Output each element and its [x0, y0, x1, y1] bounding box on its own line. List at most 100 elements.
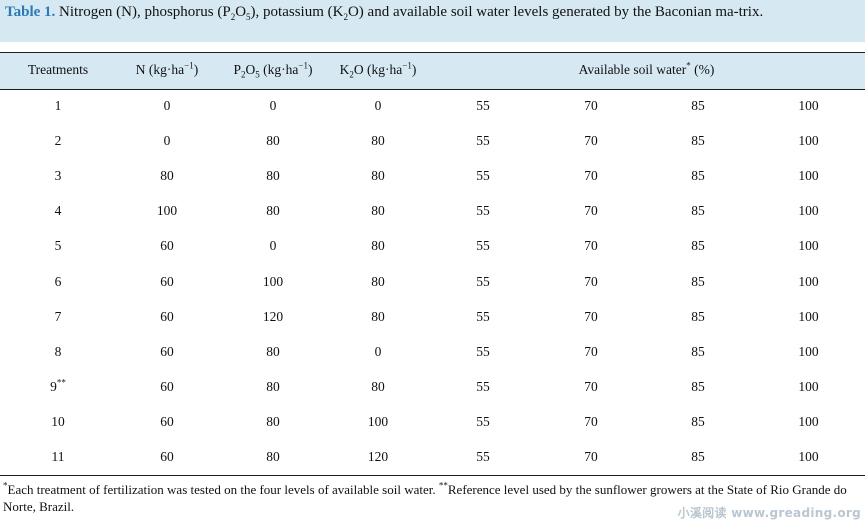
cell-n: 60: [116, 439, 218, 477]
cell-w1: 55: [476, 414, 490, 430]
cell-k: 80: [371, 308, 385, 324]
cell-t: 11: [0, 439, 116, 477]
cell-w3: 85: [691, 167, 705, 183]
cell-w2: 70: [584, 379, 598, 395]
cell-w4: 100: [798, 273, 819, 289]
cell-k: 80: [371, 273, 385, 289]
cell-w4: 100: [798, 379, 819, 395]
cell-w3: 85: [691, 379, 705, 395]
table-row: 11 60 80 120 55 70 85 100: [0, 439, 865, 477]
header-p2o5: P2O5 (kg·ha−1): [233, 60, 313, 80]
cell-p: 80: [266, 379, 280, 395]
table-row: 8 60 80 0 55 70 85 100: [0, 334, 865, 369]
cell-n: 100: [156, 203, 178, 219]
cell-k: 100: [367, 414, 389, 430]
header-soil-water: Available soil water* (%): [578, 60, 715, 77]
cell-p: 80: [266, 167, 280, 183]
cell-k: 80: [371, 203, 385, 219]
cell-n: 60: [160, 379, 174, 395]
cell-p: 0: [269, 238, 277, 254]
cell-t: 4: [54, 203, 62, 219]
cell-t: 5: [54, 238, 62, 254]
cell-w4: 100: [798, 238, 819, 254]
header-row: Treatments N (kg·ha−1) P2O5 (kg·ha−1) K2…: [0, 52, 865, 88]
cell-w4: 100: [798, 414, 819, 430]
cell-w1: 55: [476, 379, 490, 395]
cell-w2: 70: [584, 343, 598, 359]
cell-p: 120: [262, 308, 284, 324]
cell-t: 1: [54, 97, 62, 113]
cell-k: 120: [328, 439, 428, 477]
cell-w4: 100: [798, 167, 819, 183]
cell-w3: 85: [644, 439, 752, 477]
caption-text: Nitrogen (N), phosphorus (P2O5), potassi…: [59, 4, 764, 22]
cell-w2: 70: [584, 273, 598, 289]
cell-t: 8: [54, 343, 62, 359]
cell-w4: 100: [798, 97, 819, 113]
cell-w2: 70: [584, 167, 598, 183]
cell-p: 80: [266, 343, 280, 359]
cell-w3: 85: [691, 414, 705, 430]
cell-k: 0: [374, 97, 382, 113]
table-row: 10 60 80 100 55 70 85 100: [0, 405, 865, 440]
cell-t: 9**: [50, 377, 66, 395]
cell-t: 3: [54, 167, 62, 183]
cell-w3: 85: [691, 132, 705, 148]
cell-w1: 55: [476, 238, 490, 254]
cell-w2: 70: [584, 132, 598, 148]
cell-k: 80: [371, 167, 385, 183]
table-label: Table 1.: [5, 4, 56, 20]
cell-p: 80: [218, 439, 328, 477]
cell-w4: 100: [798, 343, 819, 359]
cell-t: 2: [54, 132, 62, 148]
header-background: [0, 52, 865, 90]
cell-w2: 70: [538, 439, 644, 477]
cell-p: 100: [262, 273, 284, 289]
cell-w1: 55: [476, 343, 490, 359]
cell-w1: 55: [476, 308, 490, 324]
table-body: 1 0 0 0 55 70 85 100 2 0 80 80 55 70 85 100 3 80 80 80 55 70 8…: [0, 88, 865, 477]
cell-n: 60: [160, 238, 174, 254]
cell-w2: 70: [584, 203, 598, 219]
cell-p: 0: [269, 97, 277, 113]
cell-w1: 55: [476, 167, 490, 183]
table-row: 1 0 0 0 55 70 85 100: [0, 88, 865, 123]
cell-w3: 85: [691, 343, 705, 359]
cell-w1: 55: [476, 203, 490, 219]
table-row: 3 80 80 80 55 70 85 100: [0, 158, 865, 193]
header-n: N (kg·ha−1): [135, 60, 199, 77]
table-row: 2 0 80 80 55 70 85 100: [0, 123, 865, 158]
cell-t: 10: [51, 414, 65, 430]
cell-k: 0: [374, 343, 382, 359]
cell-w2: 70: [584, 414, 598, 430]
cell-k: 80: [371, 238, 385, 254]
cell-n: 0: [163, 97, 171, 113]
cell-w2: 70: [584, 97, 598, 113]
table-row: 9** 60 80 80 55 70 85 100: [0, 370, 865, 405]
cell-p: 80: [266, 132, 280, 148]
cell-w3: 85: [691, 203, 705, 219]
table-row: 6 60 100 80 55 70 85 100: [0, 264, 865, 299]
cell-w3: 85: [691, 238, 705, 254]
cell-n: 60: [160, 414, 174, 430]
cell-w1: 55: [476, 132, 490, 148]
table-row: 5 60 0 80 55 70 85 100: [0, 229, 865, 264]
table-row: 7 60 120 80 55 70 85 100: [0, 299, 865, 334]
cell-w2: 70: [584, 238, 598, 254]
cell-k: 80: [371, 132, 385, 148]
cell-w4: 100: [798, 132, 819, 148]
cell-n: 60: [160, 343, 174, 359]
cell-n: 80: [160, 167, 174, 183]
cell-w3: 85: [691, 273, 705, 289]
header-treatments: Treatments: [27, 62, 89, 77]
cell-w3: 85: [691, 97, 705, 113]
cell-w4: 100: [798, 308, 819, 324]
cell-n: 60: [160, 308, 174, 324]
cell-p: 80: [266, 414, 280, 430]
cell-w4: 100: [752, 439, 865, 477]
cell-w1: 55: [428, 439, 538, 477]
cell-w3: 85: [691, 308, 705, 324]
cell-p: 80: [266, 203, 280, 219]
footnote: *Each treatment of fertilization was tes…: [3, 480, 847, 514]
watermark-logo: 小溪阅读 www.greading.org: [677, 506, 861, 520]
